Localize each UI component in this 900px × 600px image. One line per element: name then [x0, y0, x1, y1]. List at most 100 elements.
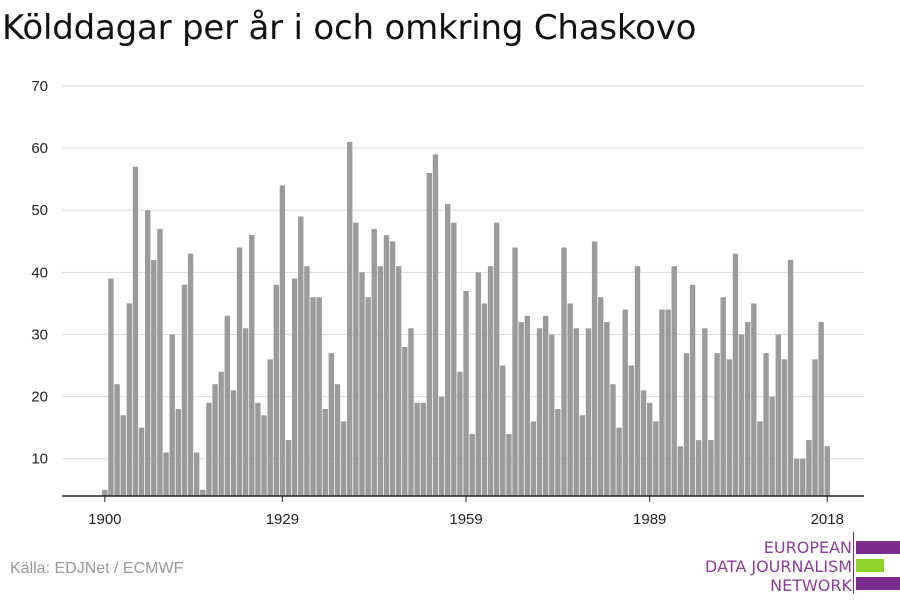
bar-1952 — [420, 402, 426, 496]
bar-1958 — [457, 371, 463, 496]
bar-1988 — [640, 390, 647, 496]
bar-1904 — [126, 303, 133, 496]
bars — [102, 141, 830, 497]
bar-1986 — [628, 365, 635, 496]
bar-2011 — [781, 359, 788, 496]
bar-1912 — [175, 409, 182, 496]
bar-1934 — [310, 297, 316, 496]
bar-1995 — [683, 353, 690, 496]
bar-1932 — [298, 216, 304, 497]
bar-1996 — [689, 284, 696, 496]
bar-1939 — [340, 421, 347, 496]
logo-bar-green — [856, 559, 884, 572]
bar-1907 — [145, 210, 151, 496]
bar-1999 — [708, 440, 714, 496]
bar-1965 — [500, 365, 506, 496]
logo-bar-purple-top — [856, 541, 900, 554]
bar-1944 — [371, 228, 377, 496]
bar-1950 — [408, 328, 414, 496]
bar-1976 — [567, 303, 573, 496]
y-tick-label: 50 — [31, 202, 48, 219]
bar-1962 — [481, 303, 488, 496]
x-tick-label: 2018 — [811, 511, 844, 528]
bar-1931 — [291, 278, 298, 496]
bar-1959 — [463, 291, 469, 496]
y-axis-ticks: 10 20 30 40 50 60 70 — [31, 78, 48, 468]
bar-1974 — [555, 409, 561, 496]
bar-chart: 10 20 30 40 50 60 70 1900 1929 1959 1989 2018 — [31, 78, 864, 528]
bar-1968 — [518, 322, 524, 496]
bar-1949 — [402, 346, 408, 496]
bar-1921 — [230, 390, 237, 496]
bar-1955 — [438, 396, 445, 496]
x-tick-label: 1959 — [449, 511, 482, 528]
bar-1985 — [622, 309, 628, 496]
bar-1938 — [334, 384, 341, 496]
bar-2003 — [732, 253, 739, 496]
bar-1928 — [273, 284, 279, 496]
bar-1973 — [549, 334, 555, 496]
bar-1966 — [506, 433, 512, 496]
bar-1984 — [616, 427, 622, 496]
bar-1913 — [181, 284, 188, 496]
bar-1978 — [579, 415, 586, 496]
logo-line-2: DATA JOURNALISM — [705, 557, 852, 576]
bar-1930 — [285, 440, 292, 496]
bar-1925 — [255, 402, 261, 496]
bar-1953 — [426, 172, 433, 496]
bar-1920 — [224, 315, 230, 496]
bar-1972 — [542, 315, 549, 496]
bar-2006 — [751, 303, 757, 496]
bar-1906 — [138, 427, 145, 496]
bar-1923 — [242, 328, 249, 496]
bar-1905 — [132, 166, 139, 496]
bar-1943 — [365, 297, 371, 496]
bar-1977 — [573, 328, 579, 496]
bar-1908 — [151, 259, 157, 496]
bar-2015 — [806, 440, 812, 496]
bar-1933 — [304, 266, 310, 496]
logo-divider — [853, 532, 854, 594]
bar-1993 — [671, 266, 677, 496]
bar-2004 — [738, 334, 745, 496]
bar-1945 — [377, 266, 384, 496]
bar-1998 — [702, 328, 708, 496]
bar-1910 — [163, 452, 169, 496]
bar-1987 — [634, 266, 641, 496]
y-tick-label: 10 — [31, 451, 48, 468]
y-tick-label: 30 — [31, 326, 48, 343]
bar-1935 — [316, 297, 322, 496]
bar-1981 — [598, 297, 604, 496]
bar-1990 — [653, 421, 659, 496]
bar-1926 — [261, 415, 267, 496]
bar-1967 — [512, 247, 518, 496]
bar-1980 — [591, 241, 598, 496]
bar-2014 — [800, 458, 806, 496]
bar-1901 — [108, 278, 114, 496]
y-tick-label: 60 — [31, 140, 48, 157]
bar-1975 — [561, 247, 567, 496]
bar-1956 — [445, 204, 451, 496]
bar-1947 — [389, 241, 396, 496]
bar-2007 — [757, 421, 763, 496]
bar-1983 — [610, 384, 616, 496]
logo-line-1: EUROPEAN — [763, 538, 852, 557]
bar-2009 — [769, 396, 775, 496]
bar-1971 — [536, 328, 543, 496]
bar-2016 — [812, 359, 818, 496]
bar-1969 — [524, 315, 530, 496]
bar-1911 — [169, 334, 175, 496]
bar-2017 — [818, 322, 824, 496]
bar-1964 — [493, 222, 500, 496]
bar-2002 — [726, 359, 733, 496]
bar-1942 — [359, 272, 365, 496]
bar-1922 — [236, 247, 243, 496]
bar-2018 — [824, 446, 830, 496]
bar-2010 — [775, 334, 781, 496]
bar-1902 — [114, 384, 120, 496]
bar-2000 — [714, 353, 720, 496]
bar-1970 — [530, 421, 537, 496]
bar-2012 — [787, 259, 794, 496]
bar-1936 — [322, 409, 328, 496]
source-note: Källa: EDJNet / ECMWF — [10, 560, 184, 577]
